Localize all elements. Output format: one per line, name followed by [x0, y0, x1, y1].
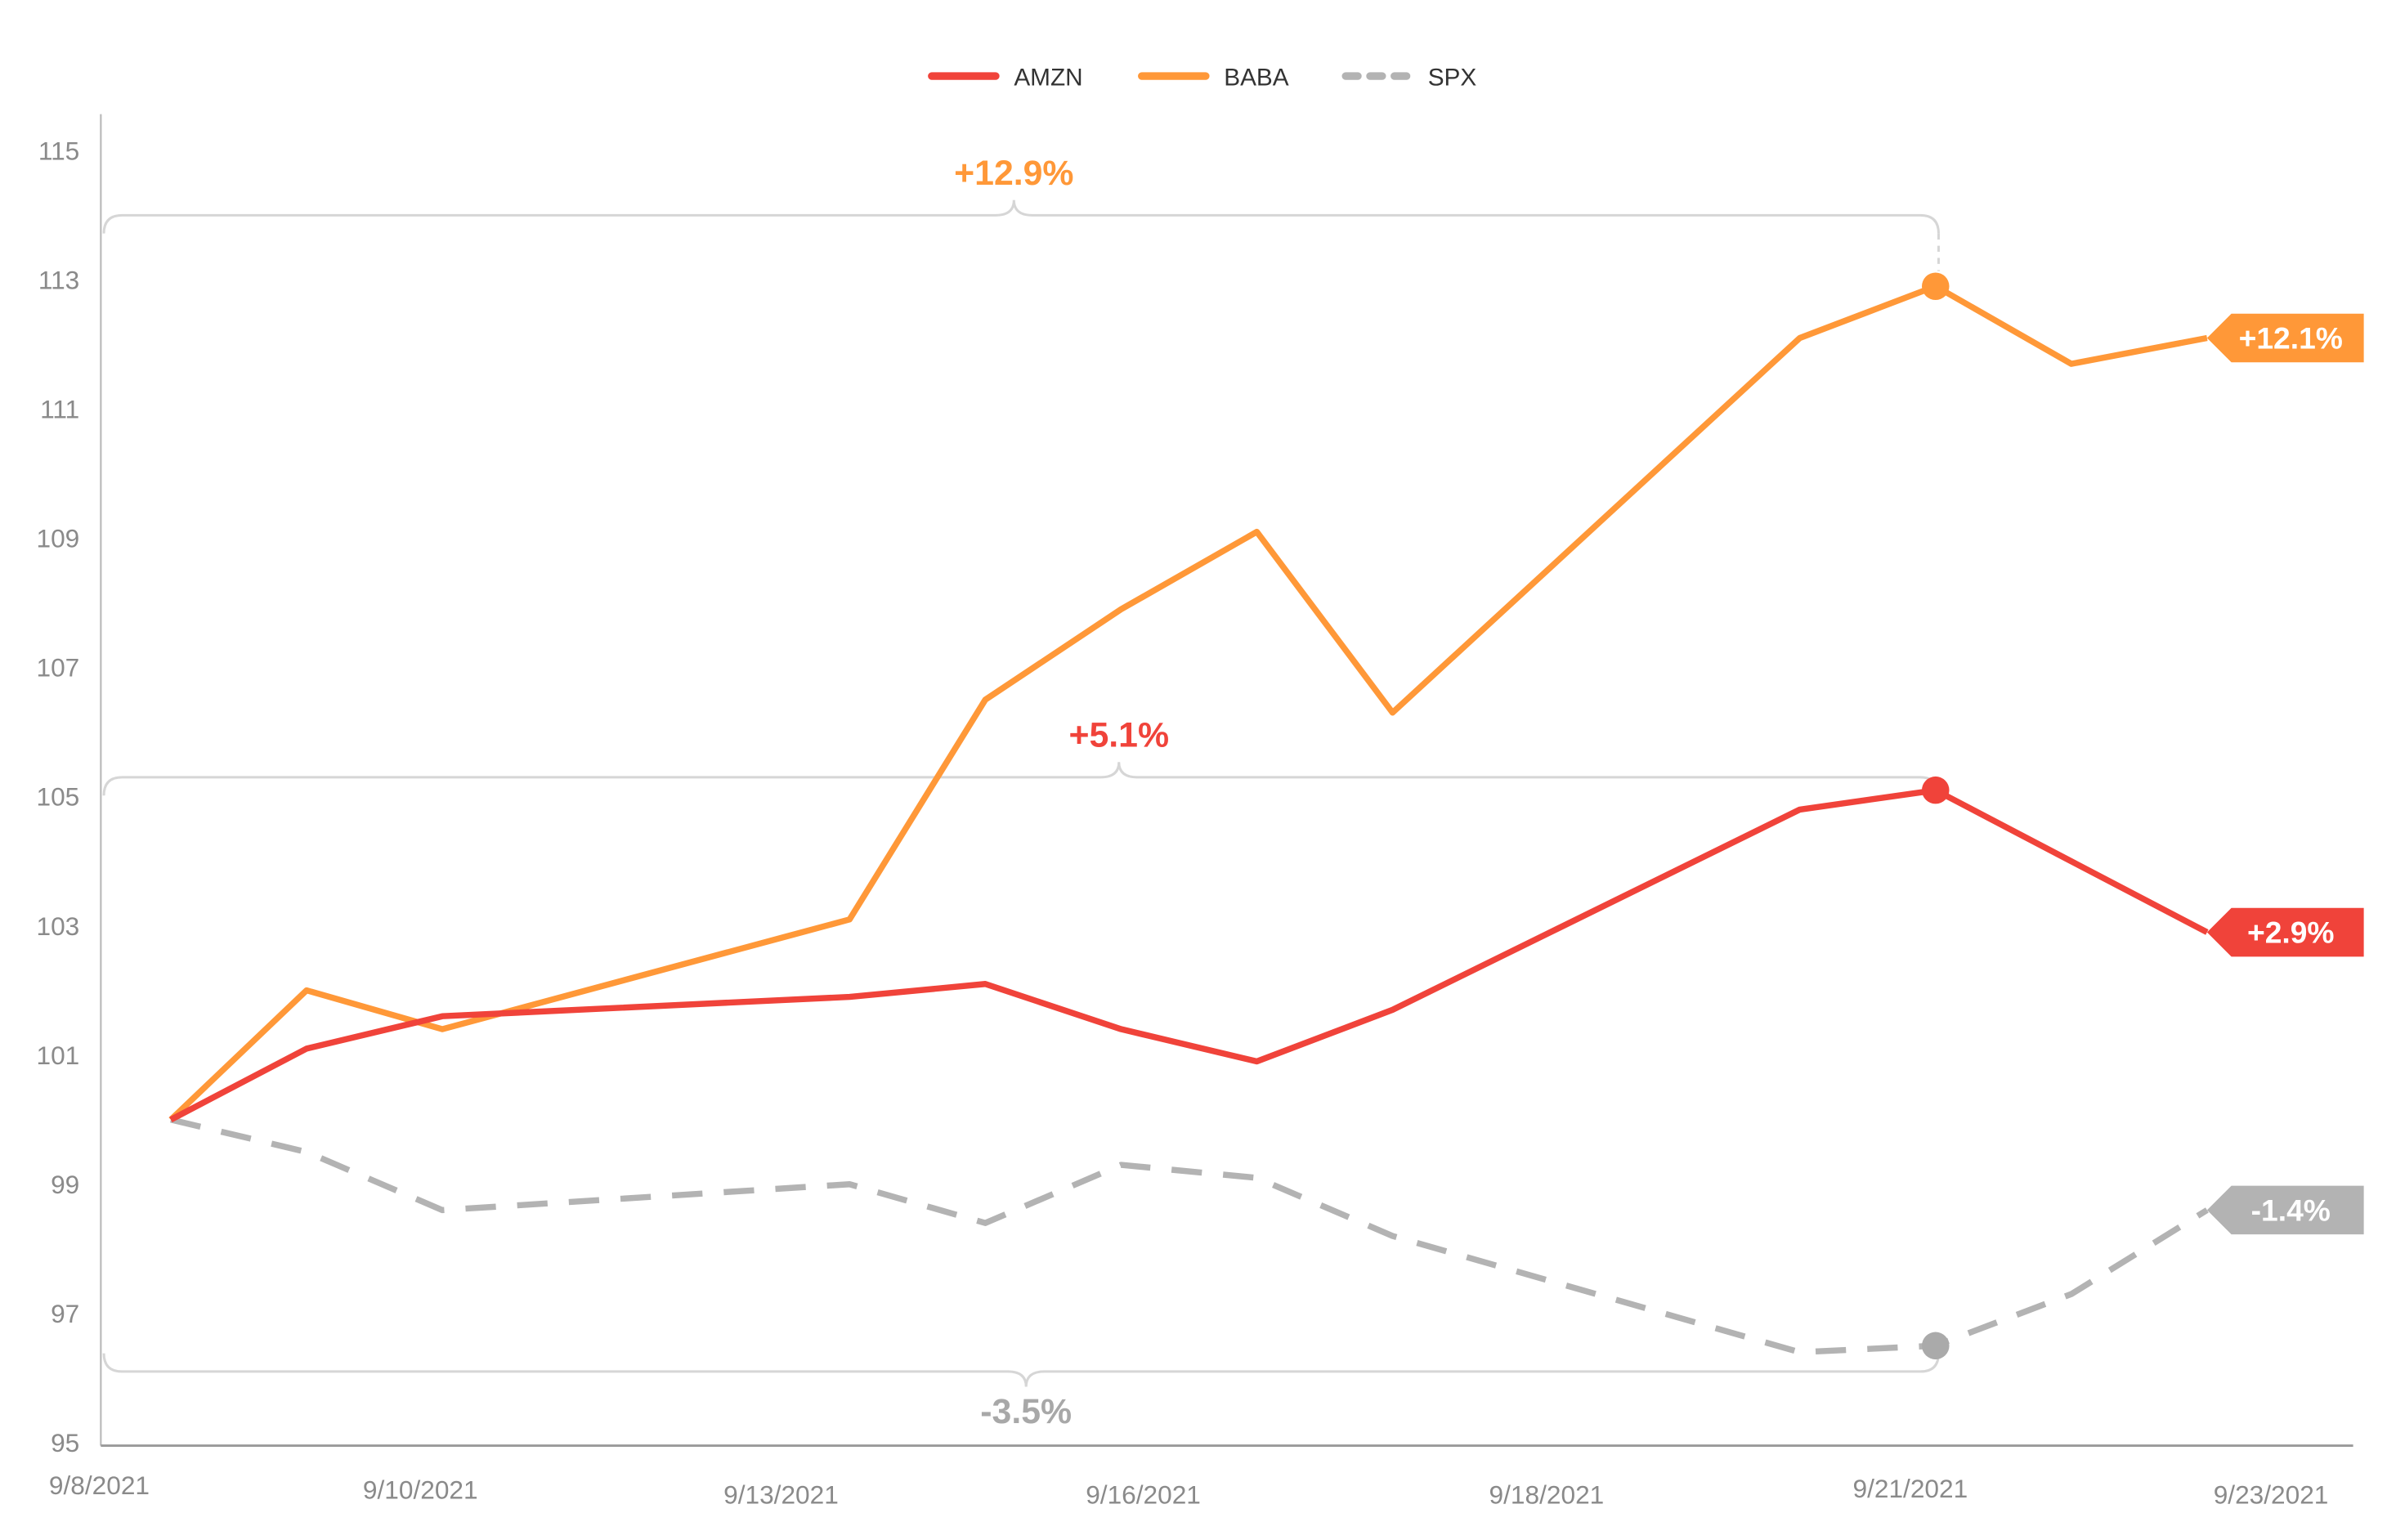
x-tick-label: 9/10/2021	[363, 1475, 478, 1505]
y-tick-label: 95	[51, 1428, 79, 1457]
y-tick-label: 97	[51, 1299, 79, 1328]
x-tick-label: 9/23/2021	[2214, 1480, 2329, 1509]
end-change-label-baba: +12.1%	[2239, 321, 2343, 356]
peak-change-label-amzn: +5.1%	[1069, 716, 1170, 755]
data-point-spx	[1921, 1332, 1950, 1360]
legend-label-amzn: AMZN	[1014, 64, 1082, 91]
series-line-amzn	[169, 787, 2209, 1123]
brackets: +5.1% +12.9% -3.5%	[102, 154, 1940, 1431]
x-tick-label: 9/13/2021	[723, 1480, 839, 1509]
legend-label-baba: BABA	[1224, 64, 1289, 91]
y-tick-label: 111	[40, 395, 79, 424]
data-point-amzn	[1921, 776, 1950, 804]
axes: 95 97 99 101 103 105 107 109 111 113 115 9/8/2021 9/…	[36, 114, 2353, 1509]
y-tick-label: 105	[36, 782, 79, 812]
end-tag-spx	[2206, 1185, 2364, 1235]
bracket-baba	[102, 199, 1940, 234]
bracket-spx	[102, 1353, 1940, 1387]
y-tick-label: 101	[36, 1041, 79, 1070]
y-tick-label: 99	[51, 1170, 79, 1199]
x-tick-label: 9/21/2021	[1852, 1474, 1968, 1503]
peak-change-label-spx: -3.5%	[980, 1392, 1072, 1431]
y-tick-label: 113	[38, 266, 79, 295]
series-line-baba	[168, 283, 2208, 1122]
y-tick-label: 115	[38, 136, 79, 165]
end-tag-amzn	[2206, 907, 2364, 957]
series-line-spx	[170, 1117, 2209, 1355]
end-tags: +2.9% +12.1% -1.4%	[2206, 313, 2364, 1235]
end-change-label-amzn: +2.9%	[2247, 915, 2335, 950]
y-tick-label: 109	[36, 524, 79, 553]
y-tick-label: 107	[36, 653, 79, 683]
series-lines	[168, 272, 2209, 1360]
end-tag-baba	[2206, 313, 2364, 363]
legend: AMZN BABA SPX	[928, 64, 1477, 91]
end-change-label-spx: -1.4%	[2251, 1193, 2331, 1227]
bracket-amzn	[102, 762, 1940, 796]
x-tick-label: 9/8/2021	[49, 1471, 150, 1500]
legend-label-spx: SPX	[1428, 64, 1477, 91]
data-point-baba	[1921, 272, 1950, 301]
x-tick-label: 9/18/2021	[1489, 1480, 1605, 1509]
peak-change-label-baba: +12.9%	[954, 154, 1073, 193]
x-tick-label: 9/16/2021	[1086, 1480, 1201, 1509]
y-tick-label: 103	[36, 911, 79, 941]
